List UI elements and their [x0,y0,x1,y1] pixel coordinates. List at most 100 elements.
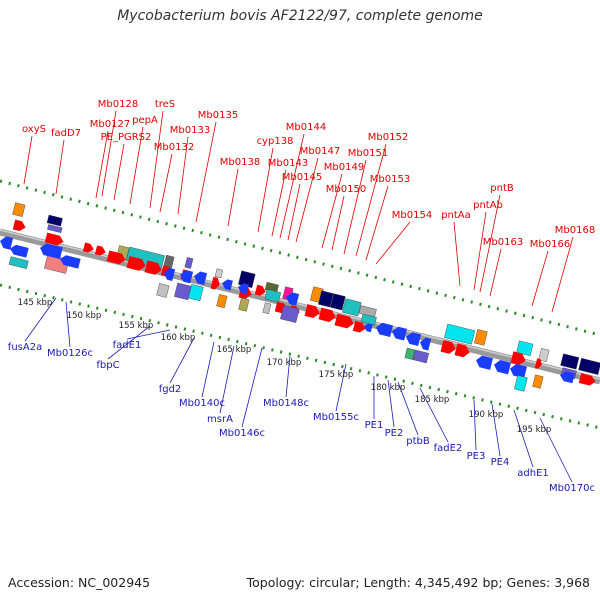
feature-red-arrow [318,307,336,322]
feature-cyan [516,340,534,357]
feature-green [404,347,416,360]
leader-line [279,133,305,239]
leader-line [489,248,502,297]
gene-features [0,202,600,392]
feature-red-arrow [578,373,596,386]
feature-silver [156,283,170,298]
reverse-gene-label: PE4 [491,457,510,468]
feature-blue-arrow [60,255,81,269]
feature-cyan [342,298,362,317]
feature-navy [560,353,580,370]
feature-silver [538,348,550,363]
feature-red-arrow [82,242,94,253]
leader-line [387,379,395,428]
forward-gene-label: Mb0138 [220,157,260,168]
leader-line [473,211,487,291]
leader-line [343,159,367,255]
forward-gene-label: cyp138 [257,136,294,147]
inner-dotted-track [0,283,600,430]
leader-line [331,195,345,251]
reverse-gene-label: Mb0140c [179,398,225,409]
leader-line [285,355,291,398]
kbp-tick-label: 180 kbp [371,383,406,393]
feature-orange [12,202,26,217]
leader-line [129,126,144,205]
leader-line [491,403,501,457]
leader-line [551,236,574,313]
accession-text: Accession: NC_002945 [8,575,151,590]
leader-line [453,221,461,287]
reverse-gene-label: PE1 [365,420,384,431]
feature-slate [412,349,430,364]
leader-line [65,301,71,348]
leader-line [101,110,117,197]
leader-line [375,221,411,265]
feature-blue-arrow [286,292,300,306]
leader-line [177,136,189,215]
forward-gene-label: PE_PGRS2 [101,132,152,143]
reverse-gene-label: PE3 [467,451,486,462]
feature-red-arrow [334,313,354,329]
feature-red-arrow [12,219,26,232]
leader-line [257,147,274,233]
feature-red-arrow [352,321,366,333]
forward-gene-label: Mb0163 [483,237,523,248]
reverse-gene-label: msrA [207,414,233,425]
kbp-tick-label: 145 kbp [18,298,53,308]
feature-red-arrow [126,255,146,271]
feature-slate [184,257,194,269]
feature-slate [47,224,63,233]
feature-blue-arrow [0,236,14,250]
feature-red-arrow [534,358,542,369]
forward-gene-label: Mb0152 [368,132,408,143]
forward-gene-label: Mb0151 [348,148,388,159]
leader-line [95,130,109,199]
feature-blue-arrow [510,364,527,379]
leader-line [201,341,215,398]
feature-blue-arrow [238,283,249,295]
kbp-tick-label: 170 kbp [267,358,302,368]
feature-cyan [360,313,377,326]
leader-line [539,417,573,483]
leader-line [169,337,195,384]
forward-gene-label: Mb0135 [198,110,238,121]
leader-line [24,297,57,342]
feature-blue-arrow [494,360,511,375]
forward-gene-label: Mb0147 [300,146,340,157]
reverse-gene-label: Mb0155c [313,412,359,423]
feature-navy [46,214,63,227]
reverse-gene-label: Mb0170c [549,483,595,494]
forward-gene-label: Mb0153 [370,174,410,185]
leader-line [149,110,164,209]
forward-gene-label: Mb0168 [555,225,595,236]
leader-line [241,347,263,428]
forward-gene-label: pntAa [441,210,471,221]
leader-line [479,194,501,293]
reverse-gene-label: Mb0146c [219,428,265,439]
feature-blue-arrow [194,271,208,285]
forward-gene-label: Mb0144 [286,122,326,133]
genome-summary: Topology: circular; Length: 4,345,492 bp… [246,575,590,590]
leader-line [287,183,301,241]
kbp-tick-label: 190 kbp [469,410,504,420]
feature-blue-arrow [560,371,575,384]
kbp-tick-label: 165 kbp [217,345,252,355]
forward-gene-label: Mb0133 [170,125,210,136]
feature-blue-arrow [420,337,432,351]
forward-gene-label: Mb0145 [282,172,322,183]
leader-line [23,135,33,185]
feature-red-arrow [210,276,220,290]
leader-line [365,185,389,261]
forward-gene-label: Mb0149 [324,162,364,173]
forward-gene-label: Mb0154 [392,210,432,221]
feature-blue-arrow [164,267,176,281]
feature-cyan [514,375,528,392]
feature-red-arrow [106,250,126,265]
leader-line [113,143,125,201]
forward-gene-label: Mb0150 [326,184,366,195]
leader-line [271,169,287,237]
reverse-gene-label: Mb0126c [47,348,93,359]
feature-red-arrow [510,351,526,366]
forward-gene-label: Mb0127 [90,119,130,130]
